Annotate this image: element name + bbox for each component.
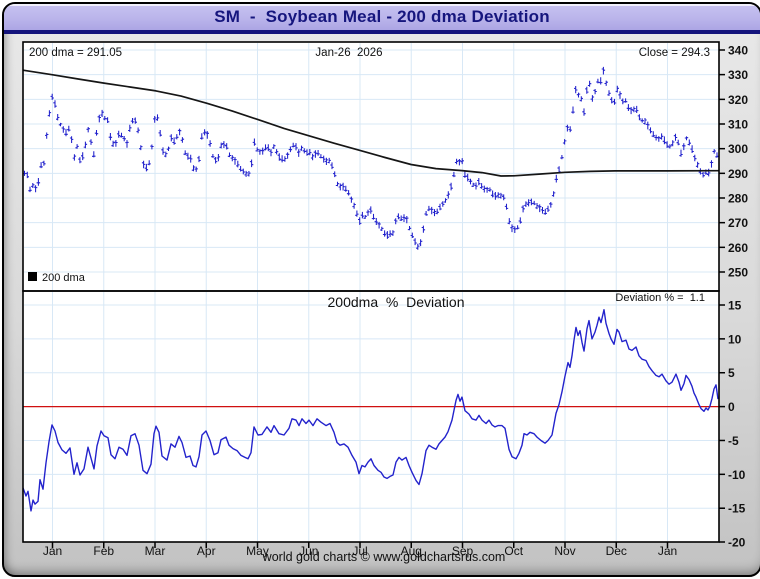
- chart-canvas: 340 330 320 310 300 290 280 270 260 250 15 10 5 0 -5 -…: [22, 41, 748, 564]
- svg-text:10: 10: [728, 332, 742, 346]
- date-label: Jan-26 2026: [315, 47, 382, 59]
- svg-text:Nov: Nov: [554, 544, 575, 558]
- svg-text:Oct: Oct: [504, 544, 523, 558]
- svg-text:15: 15: [728, 299, 742, 313]
- svg-text:0: 0: [728, 400, 735, 414]
- svg-text:Jan: Jan: [658, 544, 677, 558]
- svg-text:Jan: Jan: [43, 544, 62, 558]
- svg-text:340: 340: [728, 44, 748, 58]
- ma-line: [22, 69, 720, 177]
- svg-text:Dec: Dec: [606, 544, 627, 558]
- svg-text:290: 290: [728, 167, 748, 181]
- svg-text:250: 250: [728, 266, 748, 280]
- svg-text:5: 5: [728, 366, 735, 380]
- svg-text:330: 330: [728, 68, 748, 82]
- deviation-value-label: Deviation % = 1.1: [615, 292, 705, 304]
- svg-text:280: 280: [728, 192, 748, 206]
- price-bars: [22, 66, 719, 250]
- svg-text:300: 300: [728, 142, 748, 156]
- svg-text:May: May: [246, 544, 269, 558]
- price-plot-bg: [23, 42, 719, 291]
- footer-credit: world gold charts © www.goldchartsrus.co…: [262, 550, 506, 564]
- month-x-axis: Jan Feb Mar Apr May Jun Jul Aug Sep Oct Nov Dec Jan: [43, 542, 677, 558]
- deviation-gridlines: [24, 292, 718, 541]
- svg-text:Apr: Apr: [197, 544, 216, 558]
- legend-swatch-icon: [28, 272, 37, 281]
- svg-text:Mar: Mar: [145, 544, 166, 558]
- svg-text:310: 310: [728, 118, 748, 132]
- svg-text:270: 270: [728, 216, 748, 230]
- svg-text:Sep: Sep: [452, 544, 474, 558]
- deviation-line: [22, 309, 719, 512]
- svg-text:260: 260: [728, 241, 748, 255]
- svg-text:Feb: Feb: [93, 544, 114, 558]
- deviation-plot-border: [22, 290, 720, 543]
- window-title: SM - Soybean Meal - 200 dma Deviation: [214, 7, 550, 26]
- svg-text:Aug: Aug: [401, 544, 422, 558]
- svg-text:320: 320: [728, 93, 748, 107]
- svg-text:-15: -15: [728, 502, 746, 516]
- deviation-y-axis: 15 10 5 0 -5 -10 -15 -20: [719, 299, 746, 550]
- svg-text:Jul: Jul: [352, 544, 367, 558]
- deviation-panel-title: 200dma % Deviation: [328, 294, 465, 310]
- ma-value-label: 200 dma = 291.05: [29, 47, 122, 59]
- svg-text:-20: -20: [728, 536, 746, 550]
- close-value-label: Close = 294.3: [639, 47, 710, 59]
- window-titlebar: SM - Soybean Meal - 200 dma Deviation: [4, 4, 760, 34]
- deviation-plot-bg: [23, 291, 719, 542]
- price-gridlines: [24, 43, 718, 290]
- legend-label: 200 dma: [42, 272, 86, 284]
- svg-text:-5: -5: [728, 434, 739, 448]
- svg-text:Jun: Jun: [299, 544, 318, 558]
- price-y-axis: 340 330 320 310 300 290 280 270 260 250: [719, 44, 748, 280]
- svg-text:-10: -10: [728, 468, 746, 482]
